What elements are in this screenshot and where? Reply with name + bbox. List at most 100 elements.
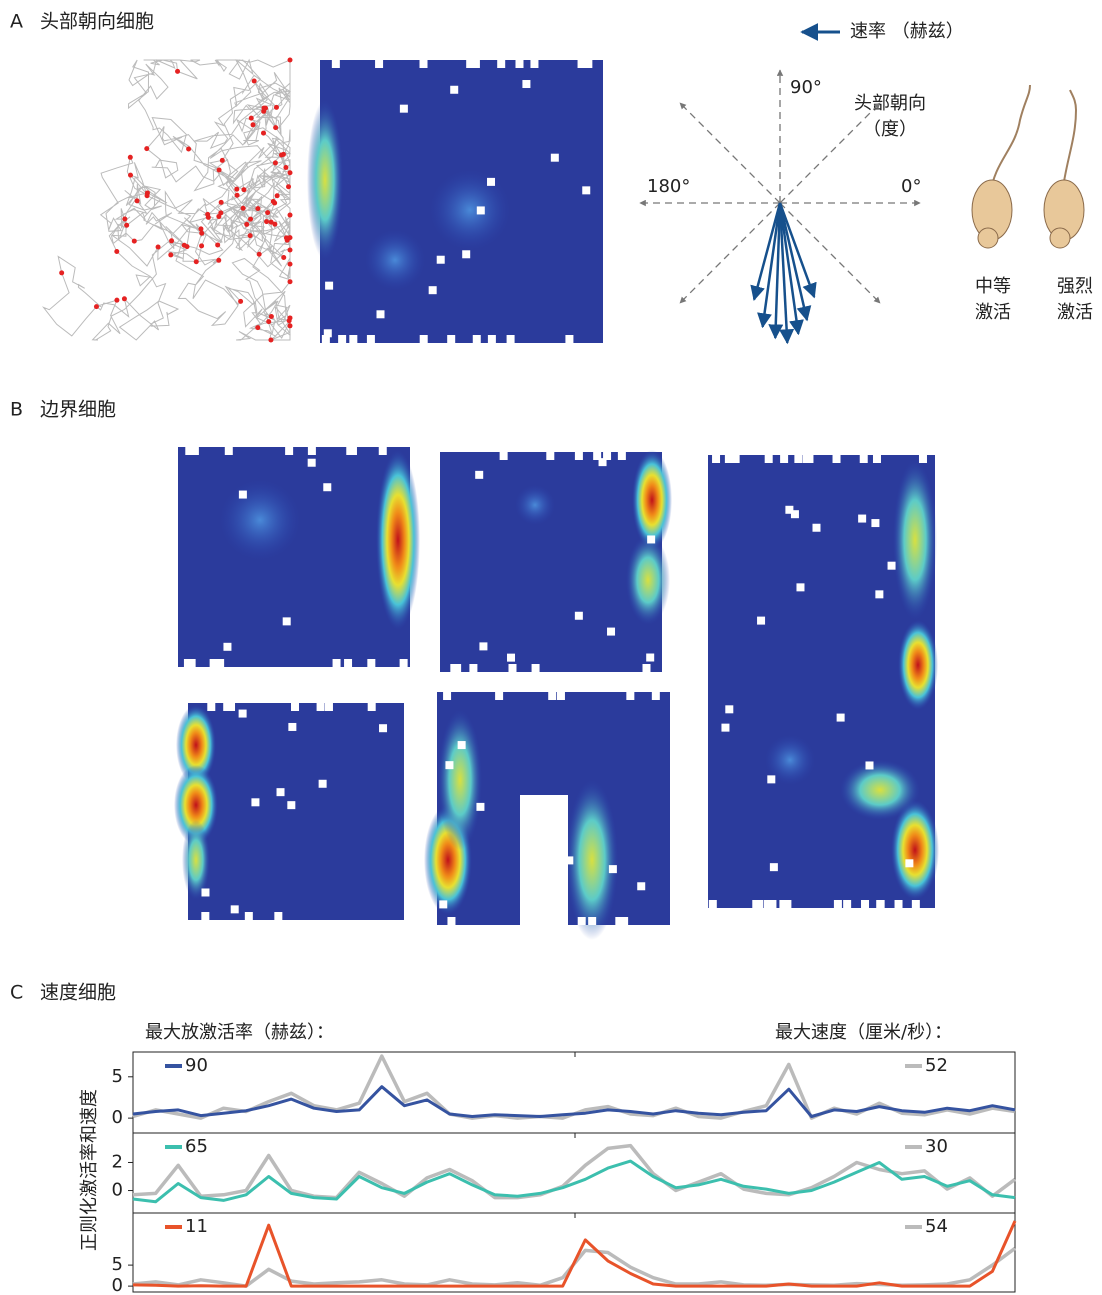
map-gap <box>495 692 503 700</box>
spike <box>249 116 254 121</box>
map-gap <box>871 519 879 527</box>
map-gap <box>643 664 651 672</box>
map-gap <box>833 455 841 463</box>
map-gap <box>283 617 291 625</box>
column-header: 最大放激活率（赫兹）： <box>145 1022 334 1043</box>
map-gap <box>507 335 515 343</box>
series-line <box>133 1146 1015 1198</box>
legend-label: 30 <box>925 1136 948 1157</box>
map-gap <box>308 459 316 467</box>
map-gap <box>770 863 778 871</box>
spike <box>288 323 293 328</box>
map-gap <box>584 60 592 68</box>
map-gap <box>508 664 516 672</box>
map-field <box>515 485 555 525</box>
map-gap <box>420 335 428 343</box>
map-gap <box>618 452 626 460</box>
direction-axis <box>780 103 880 203</box>
spike <box>281 255 286 260</box>
spike <box>269 314 274 319</box>
map-gap <box>201 888 209 896</box>
chart-frame <box>133 1052 1015 1133</box>
panel-label: B <box>10 399 23 421</box>
series-line <box>133 1221 1015 1286</box>
map-gap <box>575 452 583 460</box>
spike <box>194 259 199 264</box>
map-gap <box>349 335 357 343</box>
spike <box>288 279 293 284</box>
direction-axis <box>780 203 880 303</box>
series-line <box>133 1161 1015 1202</box>
spike <box>266 319 271 324</box>
map-gap <box>323 483 331 491</box>
map-gap <box>725 705 733 713</box>
legend-label: 52 <box>925 1055 948 1076</box>
map-gap <box>332 60 340 68</box>
spike <box>216 258 221 263</box>
map-gap <box>476 803 484 811</box>
spike <box>94 304 99 309</box>
spike <box>288 235 293 240</box>
spike <box>288 262 293 267</box>
map-gap <box>709 900 717 908</box>
map-gap <box>333 659 341 667</box>
map-gap <box>780 455 788 463</box>
legend-label: 11 <box>185 1216 208 1237</box>
map-gap <box>437 256 445 264</box>
map-gap <box>288 723 296 731</box>
map-gap <box>593 452 601 460</box>
map-gap <box>317 703 325 711</box>
spike <box>128 155 133 160</box>
map-gap <box>379 724 387 732</box>
map-field <box>626 535 670 625</box>
map-gap <box>712 455 720 463</box>
map-gap <box>479 642 487 650</box>
map-gap <box>429 286 437 294</box>
map-gap <box>812 524 820 532</box>
spike <box>122 217 127 222</box>
panel-title: 头部朝向细胞 <box>40 11 154 33</box>
spike <box>251 122 256 127</box>
map-field <box>182 820 210 900</box>
direction-axis <box>680 203 780 303</box>
map-gap <box>447 917 455 925</box>
map-gap <box>285 447 293 455</box>
series-line <box>133 1248 1015 1286</box>
map-gap <box>895 900 903 908</box>
map-gap <box>575 612 583 620</box>
map-gap <box>367 659 375 667</box>
chart-frame <box>133 1213 1015 1292</box>
angle-label: 90° <box>790 77 822 98</box>
map-gap <box>873 455 881 463</box>
axis-title: 头部朝向 <box>854 93 926 114</box>
map-gap <box>764 900 772 908</box>
path-trace <box>44 60 291 340</box>
map-gap <box>765 455 773 463</box>
map-gap <box>439 900 447 908</box>
map-gap <box>551 154 559 162</box>
spike <box>135 198 140 203</box>
y-tick-label: 2 <box>112 1151 123 1172</box>
map-gap <box>647 535 655 543</box>
map-gap <box>400 105 408 113</box>
map-gap <box>578 917 586 925</box>
map-gap <box>607 628 615 636</box>
legend-label: 54 <box>925 1216 948 1237</box>
map-gap <box>834 900 842 908</box>
spike <box>264 219 269 224</box>
map-gap <box>794 455 802 463</box>
spike <box>238 299 243 304</box>
map-gap <box>609 865 617 873</box>
map-gap <box>637 882 645 890</box>
spike <box>185 244 190 249</box>
map-gap <box>277 788 285 796</box>
mouse-label: 激活 <box>1057 302 1093 323</box>
map-gap <box>582 186 590 194</box>
map-field <box>430 170 510 250</box>
spike <box>234 187 239 192</box>
panel-title: 边界细胞 <box>40 399 116 421</box>
map-gap <box>308 447 316 455</box>
map-field <box>632 450 672 550</box>
spike <box>272 222 277 227</box>
spike <box>114 249 119 254</box>
